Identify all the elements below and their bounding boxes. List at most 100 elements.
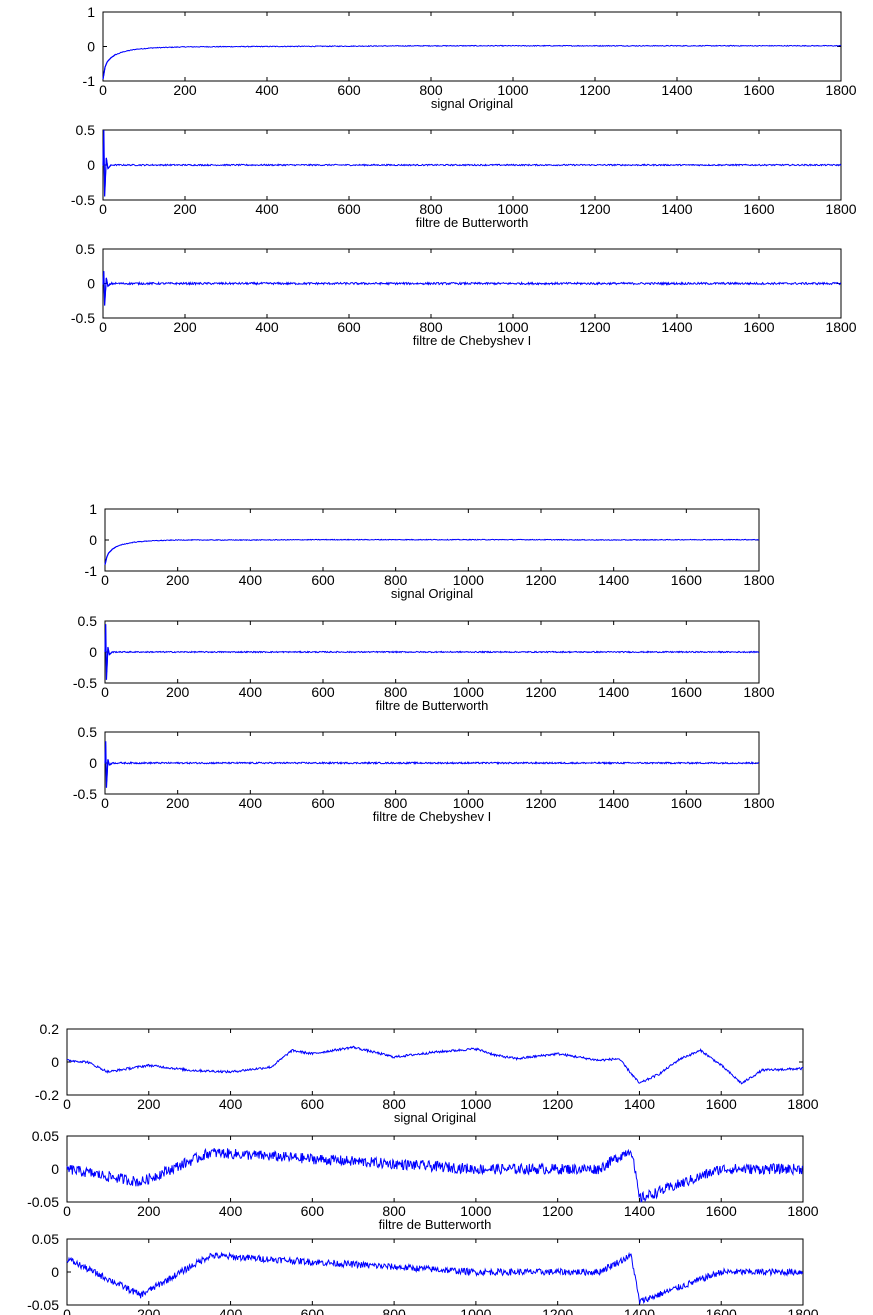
x-tick-label: 1400 <box>624 1096 655 1112</box>
x-tick-label: 600 <box>301 1306 325 1315</box>
x-tick-label: 800 <box>382 1096 406 1112</box>
series-line <box>104 629 760 673</box>
x-tick-label: 0 <box>99 82 107 98</box>
series-line <box>102 136 842 188</box>
x-tick-label: 400 <box>219 1096 243 1112</box>
subplot-3: 0 200 400 600 800 1000 1200 1400 1600 1800-0.500.… <box>71 241 857 348</box>
x-axis-label: filtre de Chebyshev I <box>413 333 532 348</box>
y-tick-label: -0.5 <box>73 675 97 691</box>
x-axis-label: signal Original <box>394 1110 476 1125</box>
x-tick-label: 1000 <box>497 82 528 98</box>
series-transient <box>104 624 113 680</box>
x-tick-label: 600 <box>301 1203 325 1219</box>
x-tick-label: 1400 <box>661 201 692 217</box>
subplot-5: 0 200 400 600 800 1000 1200 1400 1600 1800-0.500.… <box>73 613 775 713</box>
x-tick-label: 800 <box>384 684 408 700</box>
x-tick-label: 400 <box>219 1306 243 1315</box>
y-tick-label: 0.5 <box>78 613 98 629</box>
y-tick-label: -1 <box>85 563 98 579</box>
y-tick-label: 0 <box>51 1264 59 1280</box>
y-tick-label: 0.5 <box>76 241 96 257</box>
series-transient <box>104 546 117 565</box>
series-transient <box>102 129 112 197</box>
x-tick-label: 400 <box>239 795 263 811</box>
x-tick-label: 1800 <box>825 82 856 98</box>
series-transient <box>102 271 112 306</box>
x-tick-label: 400 <box>239 572 263 588</box>
x-tick-label: 1200 <box>525 795 556 811</box>
x-tick-label: 800 <box>419 201 443 217</box>
x-tick-label: 1200 <box>579 201 610 217</box>
y-tick-label: 0 <box>89 755 97 771</box>
x-tick-label: 1200 <box>542 1096 573 1112</box>
y-tick-label: -1 <box>83 73 96 89</box>
x-tick-label: 1600 <box>743 319 774 335</box>
x-tick-label: 400 <box>255 82 279 98</box>
x-tick-label: 200 <box>166 795 190 811</box>
series-line <box>66 1147 804 1203</box>
x-tick-label: 1400 <box>661 82 692 98</box>
x-tick-label: 0 <box>63 1306 71 1315</box>
axes-frame <box>66 1238 804 1306</box>
x-tick-label: 1600 <box>671 572 702 588</box>
y-tick-label: 0 <box>51 1161 59 1177</box>
x-tick-label: 800 <box>384 795 408 811</box>
x-tick-label: 600 <box>337 319 361 335</box>
x-tick-label: 1600 <box>743 82 774 98</box>
x-tick-label: 200 <box>173 319 197 335</box>
x-tick-label: 1400 <box>624 1306 655 1315</box>
x-tick-label: 1800 <box>825 319 856 335</box>
x-tick-label: 400 <box>255 201 279 217</box>
x-tick-label: 0 <box>101 684 109 700</box>
x-tick-label: 1000 <box>453 572 484 588</box>
x-tick-label: 0 <box>101 572 109 588</box>
x-tick-label: 200 <box>137 1306 161 1315</box>
x-tick-label: 400 <box>239 684 263 700</box>
series-line <box>104 744 760 782</box>
series-line <box>104 538 760 565</box>
y-tick-label: 0.5 <box>76 122 96 138</box>
x-tick-label: 1400 <box>624 1203 655 1219</box>
series-line <box>102 44 842 80</box>
x-axis-label: signal Original <box>431 96 513 111</box>
x-tick-label: 0 <box>63 1096 71 1112</box>
x-tick-label: 0 <box>99 201 107 217</box>
x-tick-label: 600 <box>337 82 361 98</box>
x-axis-label: filtre de Butterworth <box>416 215 529 230</box>
x-tick-label: 200 <box>173 82 197 98</box>
x-tick-label: 1800 <box>787 1203 818 1219</box>
x-tick-label: 1800 <box>787 1306 818 1315</box>
x-tick-label: 1000 <box>460 1096 491 1112</box>
y-tick-label: 0.05 <box>32 1128 59 1144</box>
subplot-2: 0 200 400 600 800 1000 1200 1400 1600 1800-0.500.… <box>71 122 857 230</box>
x-tick-label: 600 <box>311 795 335 811</box>
x-tick-label: 1200 <box>542 1203 573 1219</box>
x-tick-label: 1200 <box>579 319 610 335</box>
x-tick-label: 1400 <box>598 684 629 700</box>
subplot-1: 0 200 400 600 800 1000 1200 1400 1600 1800-101sig… <box>83 4 857 111</box>
series-line <box>102 272 841 299</box>
x-tick-label: 1600 <box>743 201 774 217</box>
x-tick-label: 1200 <box>525 572 556 588</box>
x-tick-label: 1000 <box>453 684 484 700</box>
x-tick-label: 200 <box>166 684 190 700</box>
series-transient <box>102 54 116 80</box>
x-axis-label: filtre de Butterworth <box>376 698 489 713</box>
x-tick-label: 1000 <box>497 201 528 217</box>
x-tick-label: 1800 <box>825 201 856 217</box>
y-tick-label: 0 <box>87 157 95 173</box>
x-tick-label: 0 <box>63 1203 71 1219</box>
y-tick-label: 0 <box>89 532 97 548</box>
x-tick-label: 0 <box>101 795 109 811</box>
y-tick-label: 0.5 <box>78 724 98 740</box>
x-tick-label: 800 <box>382 1203 406 1219</box>
x-tick-label: 1200 <box>579 82 610 98</box>
x-tick-label: 200 <box>173 201 197 217</box>
x-tick-label: 1800 <box>743 795 774 811</box>
x-tick-label: 1000 <box>460 1203 491 1219</box>
x-axis-label: signal Original <box>391 586 473 601</box>
series-line <box>66 1045 804 1085</box>
y-tick-label: 1 <box>89 501 97 517</box>
x-tick-label: 200 <box>166 572 190 588</box>
axes-frame <box>66 1028 804 1096</box>
